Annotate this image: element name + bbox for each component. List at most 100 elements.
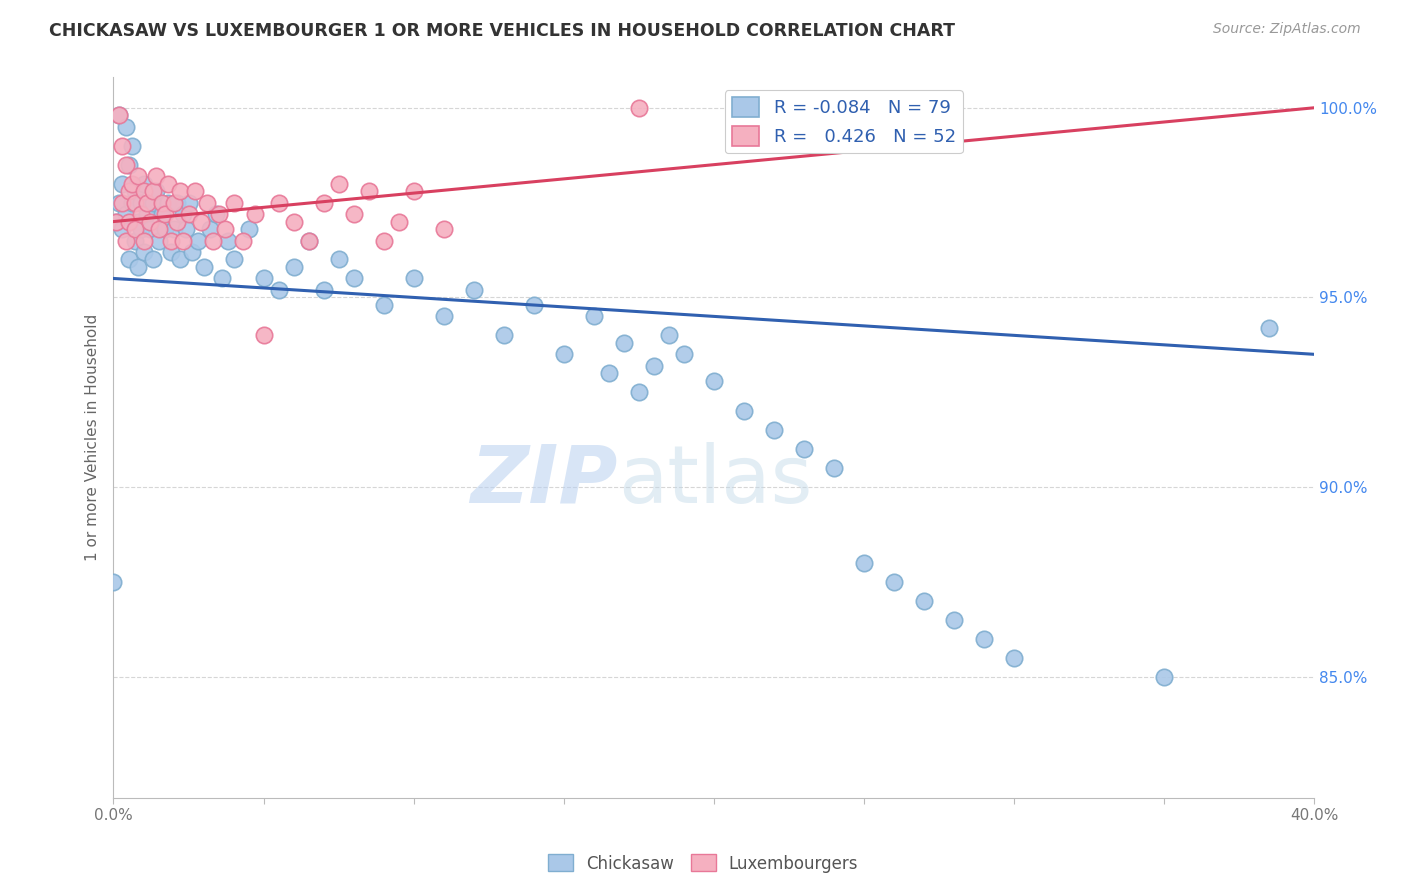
Point (159, 244, 181, 259)
Point (103, 574, 125, 589)
Point (150, 207, 173, 221)
Point (145, 184, 167, 198)
Point (817, 108, 839, 122)
Point (222, 195, 245, 210)
Y-axis label: 1 or more Vehicles in Household: 1 or more Vehicles in Household (86, 314, 100, 561)
Point (132, 234, 155, 248)
Text: CHICKASAW VS LUXEMBOURGER 1 OR MORE VEHICLES IN HOUSEHOLD CORRELATION CHART: CHICKASAW VS LUXEMBOURGER 1 OR MORE VEHI… (49, 22, 955, 40)
Point (129, 195, 152, 210)
Point (132, 184, 155, 198)
Text: ZIP: ZIP (471, 442, 617, 520)
Point (108, 108, 131, 122)
Point (672, 347, 695, 361)
Point (193, 260, 215, 274)
Point (174, 222, 197, 236)
Point (627, 385, 650, 400)
Point (108, 195, 131, 210)
Legend: Chickasaw, Luxembourgers: Chickasaw, Luxembourgers (541, 847, 865, 880)
Point (138, 222, 160, 236)
Point (180, 244, 202, 259)
Point (105, 214, 128, 228)
Point (852, 556, 875, 570)
Point (267, 195, 290, 210)
Point (117, 214, 139, 228)
Point (211, 271, 233, 285)
Point (114, 158, 136, 172)
Point (129, 207, 152, 221)
Point (108, 108, 131, 122)
Point (703, 374, 725, 388)
Point (658, 328, 681, 343)
Point (523, 298, 546, 312)
Point (186, 234, 208, 248)
Point (582, 310, 605, 324)
Point (627, 101, 650, 115)
Point (1153, 670, 1175, 684)
Point (124, 195, 146, 210)
Point (111, 195, 134, 210)
Point (111, 138, 134, 153)
Point (214, 222, 236, 236)
Point (138, 214, 160, 228)
Point (238, 222, 260, 236)
Point (373, 298, 395, 312)
Point (1258, 320, 1281, 334)
Point (328, 177, 350, 191)
Point (127, 169, 149, 183)
Point (492, 328, 515, 343)
Point (159, 234, 181, 248)
Point (114, 120, 136, 134)
Point (402, 271, 425, 285)
Point (177, 207, 200, 221)
Point (127, 214, 149, 228)
Point (942, 613, 965, 627)
Point (312, 195, 335, 210)
Point (166, 214, 188, 228)
Point (343, 271, 366, 285)
Point (141, 252, 163, 267)
Point (111, 222, 134, 236)
Point (252, 328, 274, 343)
Point (148, 234, 170, 248)
Point (172, 207, 194, 221)
Point (172, 234, 194, 248)
Point (124, 184, 146, 198)
Point (204, 207, 226, 221)
Point (267, 283, 290, 297)
Point (733, 404, 755, 418)
Point (169, 252, 191, 267)
Point (328, 252, 350, 267)
Point (553, 347, 575, 361)
Point (613, 335, 636, 350)
Point (243, 207, 266, 221)
Point (177, 195, 200, 210)
Point (283, 214, 305, 228)
Point (643, 359, 665, 373)
Point (195, 195, 218, 210)
Point (463, 283, 485, 297)
Point (153, 222, 176, 236)
Point (162, 195, 184, 210)
Point (117, 158, 139, 172)
Point (124, 234, 146, 248)
Point (169, 184, 191, 198)
Point (297, 234, 319, 248)
Point (162, 222, 184, 236)
Point (121, 177, 143, 191)
Point (283, 260, 305, 274)
Point (114, 207, 136, 221)
Point (373, 234, 395, 248)
Point (135, 207, 157, 221)
Point (598, 366, 620, 380)
Point (132, 244, 155, 259)
Point (823, 461, 845, 475)
Point (121, 138, 143, 153)
Point (762, 423, 785, 437)
Point (150, 195, 173, 210)
Point (183, 184, 205, 198)
Point (135, 195, 157, 210)
Point (973, 632, 995, 646)
Point (198, 222, 221, 236)
Point (156, 195, 179, 210)
Point (132, 177, 155, 191)
